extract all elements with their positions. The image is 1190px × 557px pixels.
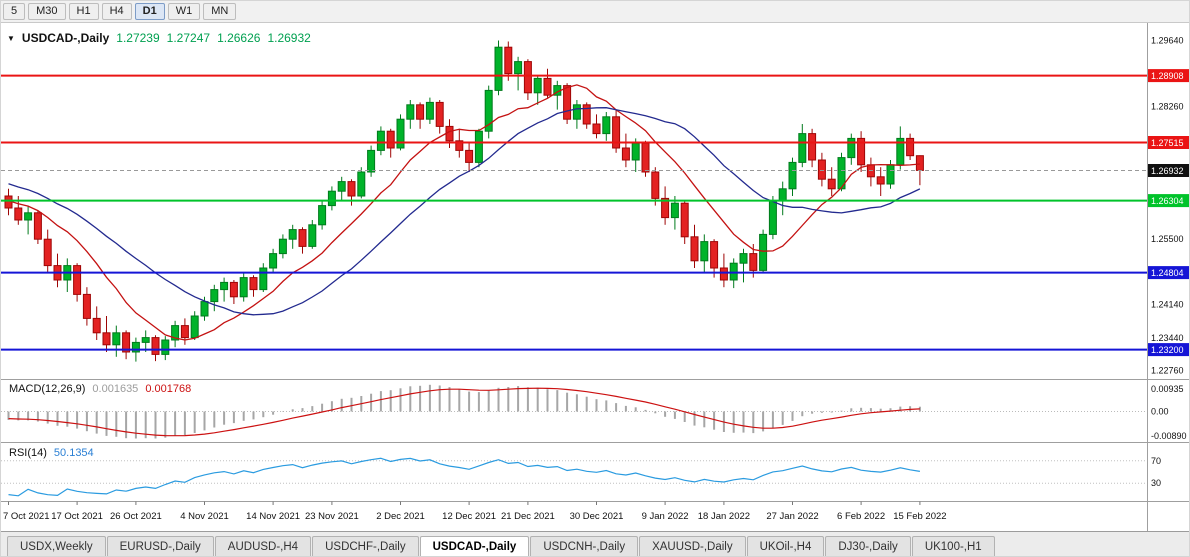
time-axis-label: 17 Oct 2021 (51, 511, 103, 522)
macd-axis-label: 0.00935 (1151, 384, 1184, 394)
rsi-panel: 70 30 (1, 456, 1161, 497)
time-axis-label: 21 Dec 2021 (501, 511, 555, 522)
timeframe-button-H4[interactable]: H4 (101, 3, 132, 20)
time-axis-label: 30 Dec 2021 (570, 511, 624, 522)
price-badge (1148, 136, 1189, 149)
chart-tab-usdcnh-daily[interactable]: USDCNH-,Daily (530, 536, 639, 556)
price-badge-label: 1.28908 (1151, 71, 1184, 81)
ma-slow-navy-line (8, 107, 921, 316)
chart-area[interactable]: 1.29640 1.28260 1.25500 1.24140 1.23440 1.227… (1, 23, 1190, 531)
chart-tab-dj30-daily[interactable]: DJ30-,Daily (825, 536, 911, 556)
price-badge-label: 1.24804 (1151, 268, 1184, 278)
timeframe-toolbar: 5 M30 H1 H4 D1 W1 MN (1, 1, 1189, 23)
chart-tab-eurusd-daily[interactable]: EURUSD-,Daily (106, 536, 214, 556)
chart-canvas[interactable]: 1.29640 1.28260 1.25500 1.24140 1.23440 1.227… (1, 23, 1190, 531)
time-axis-label: 4 Nov 2021 (180, 511, 229, 522)
price-axis-label: 1.28260 (1151, 102, 1184, 112)
price-badge (1148, 69, 1189, 83)
price-badge-label: 1.26304 (1151, 196, 1184, 206)
horizontal-level-lines[interactable] (1, 74, 1147, 351)
rsi-line (8, 457, 920, 497)
time-axis-label: 2 Dec 2021 (376, 511, 425, 522)
chart-tab-usdchf-daily[interactable]: USDCHF-,Daily (312, 536, 419, 556)
price-axis[interactable]: 1.29640 1.28260 1.25500 1.24140 1.23440 1.227… (1148, 36, 1190, 376)
candles (4, 40, 924, 362)
rsi-axis-label: 70 (1151, 456, 1161, 466)
time-axis-label: 23 Nov 2021 (305, 511, 359, 522)
chart-tab-usdx-weekly[interactable]: USDX,Weekly (7, 536, 106, 556)
time-axis-label: 6 Feb 2022 (837, 511, 885, 522)
timeframe-button-5[interactable]: 5 (3, 3, 26, 20)
price-axis-label: 1.23440 (1151, 333, 1184, 343)
price-axis-label: 1.29640 (1151, 36, 1184, 46)
time-axis-label: 7 Oct 2021 (3, 511, 49, 522)
time-axis-label: 26 Oct 2021 (110, 511, 162, 522)
price-badge-label: 1.23200 (1151, 345, 1184, 355)
timeframe-button-W1[interactable]: W1 (167, 3, 201, 20)
time-axis[interactable]: 7 Oct 2021 17 Oct 2021 26 Oct 2021 4 Nov 20… (3, 501, 947, 523)
chart-tab-usdcad-daily[interactable]: USDCAD-,Daily (419, 536, 530, 556)
time-axis-label: 27 Jan 2022 (766, 511, 818, 522)
ma-fast-red-line (8, 84, 920, 341)
price-badge (1148, 164, 1189, 177)
chart-tab-ukoil-h4[interactable]: UKOil-,H4 (746, 536, 825, 556)
timeframe-button-H1[interactable]: H1 (68, 3, 99, 20)
price-badge-label: 1.27515 (1151, 138, 1184, 148)
chart-tab-xauusd-daily[interactable]: XAUUSD-,Daily (639, 536, 746, 556)
time-axis-label: 14 Nov 2021 (246, 511, 300, 522)
timeframe-button-D1[interactable]: D1 (134, 3, 165, 20)
price-badge (1148, 194, 1189, 208)
price-badge (1148, 266, 1189, 280)
price-badge-label: 1.26932 (1151, 166, 1184, 176)
time-axis-label: 9 Jan 2022 (642, 511, 689, 522)
time-axis-label: 18 Jan 2022 (698, 511, 750, 522)
price-axis-label: 1.24140 (1151, 300, 1184, 310)
timeframe-button-MN[interactable]: MN (203, 3, 237, 20)
macd-axis-label: -0.00890 (1151, 431, 1187, 441)
time-axis-label: 12 Dec 2021 (442, 511, 496, 522)
chart-tabbar: USDX,Weekly EURUSD-,Daily AUDUSD-,H4 USDCHF… (1, 531, 1189, 556)
chart-tab-uk100-h1[interactable]: UK100-,H1 (911, 536, 995, 556)
macd-signal-line (8, 387, 920, 437)
time-axis-label: 15 Feb 2022 (893, 511, 946, 522)
timeframe-button-M30[interactable]: M30 (28, 3, 66, 20)
price-axis-label: 1.25500 (1151, 234, 1184, 244)
rsi-axis-label: 30 (1151, 478, 1161, 488)
macd-axis-label: 0.00 (1151, 407, 1169, 417)
macd-panel: 0.00935 0.00 -0.00890 (1, 384, 1187, 441)
price-badge (1148, 343, 1189, 357)
chart-tab-audusd-h4[interactable]: AUDUSD-,H4 (214, 536, 312, 556)
price-axis-label: 1.22760 (1151, 366, 1184, 376)
